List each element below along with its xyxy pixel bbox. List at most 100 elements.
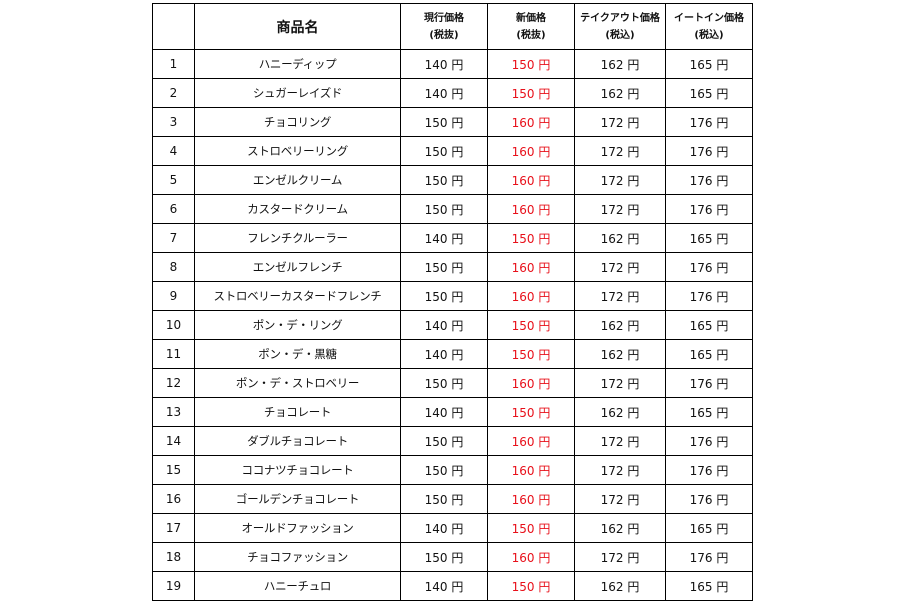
row-number: 13	[152, 397, 195, 427]
product-name: ハニーチュロ	[194, 571, 401, 601]
takeout-price: 162 円	[574, 339, 666, 369]
new-price: 150 円	[487, 78, 575, 108]
eatin-price: 176 円	[665, 281, 753, 311]
eatin-price: 176 円	[665, 455, 753, 485]
price-table: 商品名 現行価格 (税抜) 新価格 (税抜) テイクアウト価格 (税込) イート…	[152, 3, 753, 601]
new-price: 160 円	[487, 136, 575, 166]
row-number: 14	[152, 426, 195, 456]
row-number: 12	[152, 368, 195, 398]
new-price: 150 円	[487, 397, 575, 427]
header-takeout-price: テイクアウト価格 (税込)	[574, 3, 666, 50]
eatin-price: 176 円	[665, 484, 753, 514]
new-price: 160 円	[487, 107, 575, 137]
new-price: 160 円	[487, 165, 575, 195]
table-row: 4 ストロベリーリング 150 円 160 円 172 円 176 円	[152, 136, 753, 166]
new-price: 160 円	[487, 281, 575, 311]
table-header-row: 商品名 現行価格 (税抜) 新価格 (税抜) テイクアウト価格 (税込) イート…	[152, 3, 753, 50]
header-eatin-price-tax: (税込)	[694, 29, 724, 41]
table-row: 10 ポン・デ・リング 140 円 150 円 162 円 165 円	[152, 310, 753, 340]
table-row: 2 シュガーレイズド 140 円 150 円 162 円 165 円	[152, 78, 753, 108]
header-current-price-tax: (税抜)	[429, 29, 459, 41]
new-price: 150 円	[487, 310, 575, 340]
takeout-price: 172 円	[574, 281, 666, 311]
table-row: 16 ゴールデンチョコレート 150 円 160 円 172 円 176 円	[152, 484, 753, 514]
row-number: 3	[152, 107, 195, 137]
eatin-price: 176 円	[665, 542, 753, 572]
current-price: 150 円	[400, 281, 488, 311]
takeout-price: 172 円	[574, 252, 666, 282]
takeout-price: 172 円	[574, 426, 666, 456]
current-price: 150 円	[400, 136, 488, 166]
table-row: 8 エンゼルフレンチ 150 円 160 円 172 円 176 円	[152, 252, 753, 282]
table-row: 5 エンゼルクリーム 150 円 160 円 172 円 176 円	[152, 165, 753, 195]
header-new-price-label: 新価格	[516, 12, 546, 24]
takeout-price: 172 円	[574, 368, 666, 398]
new-price: 160 円	[487, 252, 575, 282]
eatin-price: 165 円	[665, 339, 753, 369]
product-name: シュガーレイズド	[194, 78, 401, 108]
table-row: 1 ハニーディップ 140 円 150 円 162 円 165 円	[152, 49, 753, 79]
header-no	[152, 3, 195, 50]
product-name: エンゼルクリーム	[194, 165, 401, 195]
new-price: 160 円	[487, 484, 575, 514]
price-table-container: 商品名 現行価格 (税抜) 新価格 (税抜) テイクアウト価格 (税込) イート…	[152, 3, 753, 601]
table-row: 12 ポン・デ・ストロベリー 150 円 160 円 172 円 176 円	[152, 368, 753, 398]
eatin-price: 165 円	[665, 513, 753, 543]
row-number: 17	[152, 513, 195, 543]
takeout-price: 162 円	[574, 571, 666, 601]
takeout-price: 172 円	[574, 542, 666, 572]
table-row: 15 ココナツチョコレート 150 円 160 円 172 円 176 円	[152, 455, 753, 485]
eatin-price: 165 円	[665, 223, 753, 253]
header-product-name: 商品名	[194, 3, 401, 50]
eatin-price: 165 円	[665, 49, 753, 79]
table-row: 9 ストロベリーカスタードフレンチ 150 円 160 円 172 円 176 円	[152, 281, 753, 311]
product-name: チョコリング	[194, 107, 401, 137]
current-price: 140 円	[400, 78, 488, 108]
current-price: 140 円	[400, 571, 488, 601]
takeout-price: 172 円	[574, 455, 666, 485]
product-name: ココナツチョコレート	[194, 455, 401, 485]
header-eatin-price-label: イートイン価格	[674, 12, 744, 24]
new-price: 150 円	[487, 339, 575, 369]
table-row: 19 ハニーチュロ 140 円 150 円 162 円 165 円	[152, 571, 753, 601]
table-row: 6 カスタードクリーム 150 円 160 円 172 円 176 円	[152, 194, 753, 224]
row-number: 5	[152, 165, 195, 195]
eatin-price: 165 円	[665, 78, 753, 108]
table-row: 3 チョコリング 150 円 160 円 172 円 176 円	[152, 107, 753, 137]
takeout-price: 162 円	[574, 397, 666, 427]
row-number: 8	[152, 252, 195, 282]
product-name: ゴールデンチョコレート	[194, 484, 401, 514]
current-price: 150 円	[400, 542, 488, 572]
table-row: 17 オールドファッション 140 円 150 円 162 円 165 円	[152, 513, 753, 543]
new-price: 160 円	[487, 368, 575, 398]
row-number: 1	[152, 49, 195, 79]
product-name: フレンチクルーラー	[194, 223, 401, 253]
current-price: 150 円	[400, 252, 488, 282]
new-price: 160 円	[487, 426, 575, 456]
new-price: 150 円	[487, 223, 575, 253]
current-price: 140 円	[400, 339, 488, 369]
product-name: エンゼルフレンチ	[194, 252, 401, 282]
product-name: ストロベリーリング	[194, 136, 401, 166]
takeout-price: 172 円	[574, 165, 666, 195]
current-price: 150 円	[400, 426, 488, 456]
header-eatin-price: イートイン価格 (税込)	[665, 3, 753, 50]
new-price: 160 円	[487, 194, 575, 224]
new-price: 150 円	[487, 513, 575, 543]
eatin-price: 176 円	[665, 252, 753, 282]
row-number: 6	[152, 194, 195, 224]
table-row: 7 フレンチクルーラー 140 円 150 円 162 円 165 円	[152, 223, 753, 253]
current-price: 140 円	[400, 397, 488, 427]
row-number: 10	[152, 310, 195, 340]
row-number: 9	[152, 281, 195, 311]
table-row: 18 チョコファッション 150 円 160 円 172 円 176 円	[152, 542, 753, 572]
current-price: 140 円	[400, 49, 488, 79]
current-price: 140 円	[400, 310, 488, 340]
product-name: ストロベリーカスタードフレンチ	[194, 281, 401, 311]
row-number: 15	[152, 455, 195, 485]
current-price: 150 円	[400, 368, 488, 398]
eatin-price: 165 円	[665, 571, 753, 601]
takeout-price: 172 円	[574, 194, 666, 224]
eatin-price: 176 円	[665, 194, 753, 224]
current-price: 140 円	[400, 513, 488, 543]
